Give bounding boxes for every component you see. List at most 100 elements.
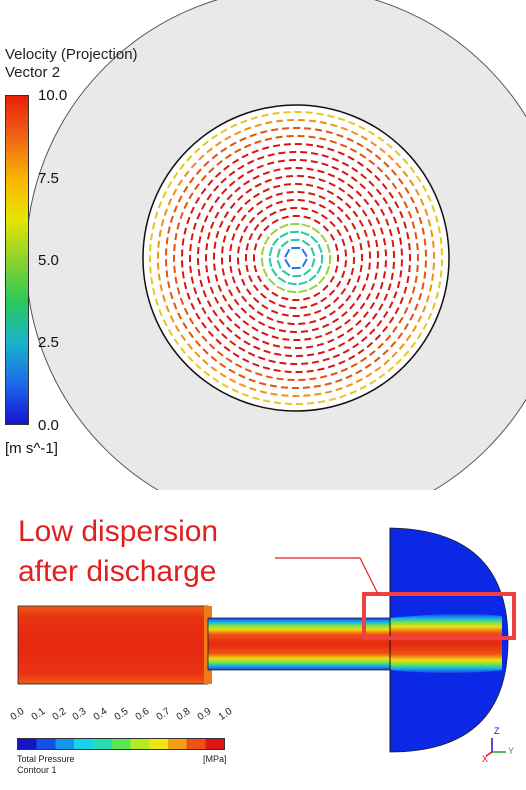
velocity-vector: [206, 193, 213, 201]
velocity-vector: [265, 204, 273, 210]
velocity-vector: [248, 233, 254, 241]
velocity-vector: [341, 161, 349, 167]
velocity-vector: [382, 271, 387, 279]
velocity-vector: [227, 303, 234, 311]
velocity-vector: [432, 240, 435, 248]
velocity-vector: [355, 319, 362, 326]
velocity-vector: [382, 238, 387, 246]
velocity-vector: [424, 208, 429, 216]
velocity-vector: [210, 355, 218, 362]
velocity-vector: [276, 119, 284, 123]
velocity-vector: [278, 151, 286, 155]
velocity-vector: [167, 226, 171, 234]
velocity-vector: [338, 187, 346, 193]
velocity-vector: [214, 274, 219, 282]
velocity-vector: [336, 195, 344, 202]
velocity-vector: [418, 216, 423, 225]
velocity-vector: [378, 373, 386, 379]
velocity-vector: [274, 352, 282, 356]
velocity-vector: [308, 284, 318, 291]
velocity-vector: [207, 330, 214, 338]
velocity-vector: [318, 195, 326, 200]
colorbar-tick: 10.0: [38, 87, 68, 104]
velocity-vector: [256, 209, 264, 216]
velocity-vector: [200, 225, 205, 233]
velocity-vector: [201, 321, 207, 329]
velocity-vector: [173, 265, 176, 273]
velocity-vector: [338, 360, 346, 365]
velocity-vector: [370, 141, 378, 147]
velocity-vector: [416, 332, 423, 340]
velocity-vector: [225, 357, 233, 363]
velocity-vector: [430, 229, 434, 238]
velocity-vector: [321, 162, 329, 167]
velocity-vector: [234, 186, 241, 193]
velocity-vector: [181, 238, 185, 246]
velocity-vector: [218, 220, 224, 228]
velocity-vector: [237, 164, 245, 171]
velocity-vector: [403, 306, 409, 315]
velocity-vector: [270, 392, 278, 396]
velocity-vector: [231, 276, 236, 284]
velocity-vector: [344, 249, 348, 257]
velocity-vector: [213, 325, 220, 332]
velocity-vector: [422, 305, 427, 313]
velocity-vector: [248, 216, 256, 224]
velocity-vector: [414, 206, 420, 214]
velocity-vector: [213, 263, 216, 271]
velocity-vector: [174, 276, 178, 284]
velocity-vector: [356, 232, 361, 240]
velocity-vector: [245, 264, 249, 272]
velocity-vector: [190, 276, 195, 284]
velocity-vector: [165, 305, 170, 313]
velocity-vector: [328, 347, 336, 352]
velocity-vector: [221, 294, 228, 302]
velocity-vector: [365, 273, 370, 281]
velocity-vector: [172, 188, 178, 196]
velocity-vector: [229, 340, 237, 347]
velocity-vector: [396, 280, 401, 289]
velocity-vector: [253, 223, 260, 231]
velocity-vector: [154, 298, 159, 306]
velocity-vector: [346, 327, 354, 333]
velocity-vector: [151, 222, 156, 230]
velocity-vector: [415, 175, 422, 183]
velocity-vector: [310, 160, 318, 164]
velocity-vector: [187, 343, 194, 350]
velocity-vector: [349, 147, 357, 153]
velocity-vector: [230, 123, 238, 129]
velocity-vector: [306, 401, 315, 405]
velocity-vector: [183, 307, 189, 315]
velocity-vector: [264, 178, 272, 183]
velocity-vector: [341, 238, 346, 247]
velocity-vector: [317, 169, 325, 174]
velocity-vector: [228, 170, 236, 177]
colorbar-tick: 0.0: [38, 417, 59, 434]
velocity-vector: [332, 353, 340, 359]
velocity-vector: [325, 265, 331, 276]
velocity-vector: [396, 226, 401, 235]
velocity-vector: [403, 323, 410, 331]
velocity-vector: [213, 185, 220, 192]
velocity-vector: [275, 192, 283, 196]
velocity-vector: [154, 211, 159, 219]
velocity-vector: [355, 201, 362, 208]
velocity-vector: [349, 302, 356, 310]
legend-title: Velocity (Projection): [5, 46, 138, 63]
velocity-vector: [388, 301, 394, 309]
velocity-vector: [397, 191, 404, 199]
velocity-vector: [248, 314, 256, 321]
velocity-vector: [358, 219, 364, 227]
velocity-vector: [394, 307, 400, 315]
velocity-vector: [322, 225, 330, 232]
velocity-vector: [405, 334, 412, 342]
velocity-vector: [427, 219, 432, 227]
velocity-vector: [159, 284, 163, 292]
velocity-vector: [367, 219, 373, 227]
velocity-vector: [240, 278, 246, 286]
velocity-vector: [316, 342, 324, 347]
velocity-vector: [318, 178, 326, 183]
velocity-vector: [224, 135, 232, 141]
velocity-vector: [329, 310, 336, 316]
velocity-vector: [314, 128, 323, 132]
